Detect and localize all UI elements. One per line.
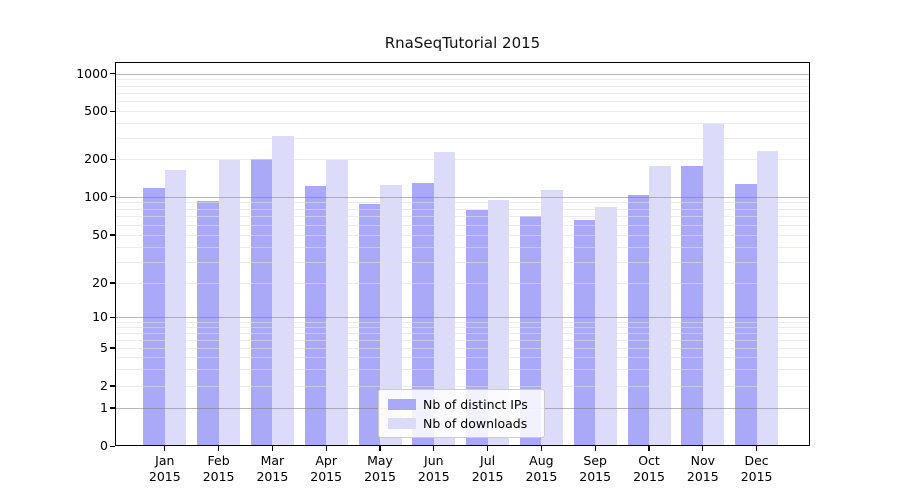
x-tick-mark — [648, 446, 650, 451]
y-tick-mark — [110, 316, 115, 318]
y-tick-mark — [110, 282, 115, 284]
x-tick-label-nov: Nov 2015 — [686, 453, 719, 484]
bar-distinct-ips-oct — [627, 195, 649, 446]
bar-distinct-ips-may — [358, 204, 380, 446]
gridline-major — [115, 73, 810, 75]
bar-downloads-nov — [702, 124, 725, 446]
x-tick-mark — [755, 446, 758, 451]
x-tick-mark — [379, 446, 381, 451]
bar-distinct-ips-dec — [735, 183, 757, 446]
y-tick-label: 2 — [100, 377, 108, 393]
y-tick-label: 200 — [84, 151, 108, 167]
bar-distinct-ips-jan — [143, 188, 165, 446]
x-tick-label-jul: Jul 2015 — [471, 453, 504, 484]
y-tick-mark — [110, 347, 115, 349]
x-tick-label-jun: Jun 2015 — [417, 453, 450, 484]
gridline-minor — [115, 385, 810, 387]
y-tick-label: 1000 — [76, 65, 108, 81]
gridline-minor — [115, 261, 810, 263]
y-tick-label: 10 — [92, 309, 108, 324]
y-tick-mark — [110, 385, 115, 387]
y-tick-label: 1 — [100, 399, 108, 415]
legend-entry-downloads: Nb of downloads — [388, 414, 535, 433]
x-tick-label-dec: Dec 2015 — [740, 453, 773, 484]
gridline-minor — [115, 224, 810, 226]
bar-downloads-oct — [649, 165, 671, 446]
x-tick-mark — [486, 446, 489, 451]
y-tick-label: 50 — [92, 226, 108, 242]
x-tick-mark — [271, 446, 274, 451]
gridline-minor — [115, 122, 810, 124]
gridline-minor — [115, 111, 810, 113]
legend-swatch-distinct-ips-icon — [388, 399, 416, 410]
x-tick-label-aug: Aug 2015 — [525, 453, 558, 484]
bar-downloads-sep — [595, 206, 617, 446]
y-tick-label: 100 — [84, 188, 108, 204]
gridline-minor — [115, 347, 810, 349]
bar-downloads-mar — [272, 136, 294, 446]
chart-title: RnaSeqTutorial 2015 — [384, 34, 541, 52]
legend: Nb of distinct IPs Nb of downloads — [378, 389, 545, 438]
bar-distinct-ips-mar — [250, 159, 273, 446]
x-tick-mark — [540, 446, 543, 451]
gridline-minor — [115, 202, 810, 204]
x-tick-mark — [702, 446, 704, 451]
gridline-minor — [115, 332, 810, 334]
bar-downloads-dec — [756, 151, 779, 446]
gridline-minor — [115, 79, 810, 81]
x-tick-label-sep: Sep 2015 — [579, 453, 612, 484]
gridline-minor — [115, 356, 810, 358]
y-tick-label: 20 — [92, 274, 108, 290]
legend-swatch-downloads-icon — [388, 418, 416, 429]
gridline-minor — [115, 85, 810, 87]
y-tick-mark — [110, 407, 115, 409]
x-tick-label-apr: Apr 2015 — [310, 453, 343, 484]
y-tick-mark — [110, 110, 115, 113]
gridline-minor — [115, 326, 810, 328]
bar-distinct-ips-sep — [573, 220, 596, 446]
legend-entry-distinct-ips: Nb of distinct IPs — [388, 395, 535, 414]
bar-downloads-jan — [164, 170, 187, 446]
gridline-minor — [115, 246, 810, 248]
y-tick-label: 0 — [100, 438, 108, 453]
bar-distinct-ips-feb — [197, 201, 219, 446]
y-tick-mark — [110, 196, 115, 198]
gridline-minor — [115, 321, 810, 323]
x-tick-label-jan: Jan 2015 — [148, 453, 181, 484]
x-tick-label-oct: Oct 2015 — [633, 453, 665, 484]
gridline-minor — [115, 208, 810, 210]
bar-downloads-feb — [218, 159, 241, 446]
y-tick-mark — [110, 158, 115, 161]
gridline-minor — [115, 216, 810, 218]
bar-distinct-ips-nov — [681, 165, 703, 446]
x-tick-mark — [325, 446, 327, 451]
y-tick-mark — [110, 234, 115, 236]
y-tick-mark — [110, 445, 115, 447]
gridline-minor — [115, 138, 810, 140]
gridline-minor — [115, 368, 810, 370]
y-tick-mark — [110, 73, 115, 75]
y-tick-label: 500 — [84, 103, 108, 119]
x-tick-mark — [217, 446, 220, 451]
bar-distinct-ips-apr — [304, 185, 327, 446]
gridline-minor — [115, 159, 810, 161]
gridline-minor — [115, 101, 810, 103]
gridline-minor — [115, 234, 810, 236]
gridline-minor — [115, 92, 810, 94]
legend-label-distinct-ips: Nb of distinct IPs — [423, 397, 528, 412]
x-tick-label-mar: Mar 2015 — [256, 453, 289, 484]
legend-label-downloads: Nb of downloads — [423, 416, 528, 431]
gridline-major — [115, 317, 810, 318]
gridline-minor — [115, 282, 810, 284]
bar-downloads-apr — [326, 160, 348, 446]
y-tick-label: 5 — [100, 339, 108, 355]
x-tick-label-may: May 2015 — [364, 453, 396, 484]
gridline-minor — [115, 339, 810, 341]
x-tick-mark — [594, 446, 596, 451]
x-tick-mark — [164, 446, 166, 451]
gridline-major — [115, 196, 810, 198]
x-tick-mark — [433, 446, 435, 451]
x-tick-label-feb: Feb 2015 — [202, 453, 235, 484]
